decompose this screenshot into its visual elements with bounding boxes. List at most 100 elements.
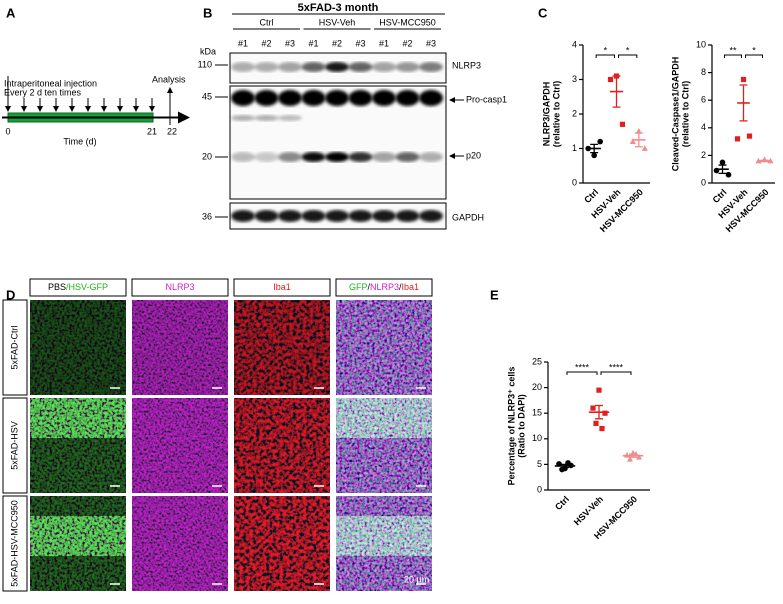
data-point bbox=[627, 456, 633, 462]
row-label: 5xFAD-HSV bbox=[9, 421, 19, 470]
blot-band bbox=[301, 210, 326, 222]
significance-bracket bbox=[618, 54, 638, 58]
analysis-label: Analysis bbox=[152, 74, 186, 84]
column-header-box bbox=[131, 278, 229, 297]
y-tick-label: 4 bbox=[572, 39, 577, 49]
data-point bbox=[734, 136, 741, 142]
y-tick-label: 25 bbox=[532, 356, 542, 366]
data-point bbox=[740, 76, 747, 83]
data-point bbox=[597, 138, 603, 145]
header-part: PBS bbox=[48, 282, 66, 292]
panel-label: C bbox=[538, 5, 548, 20]
lane-label: #2 bbox=[402, 38, 412, 48]
y-tick-label: 6 bbox=[701, 95, 706, 105]
panel-label: A bbox=[6, 5, 16, 20]
blot-band bbox=[372, 152, 396, 162]
blot-band bbox=[278, 90, 302, 106]
error-bar bbox=[612, 75, 621, 108]
blot-band bbox=[254, 210, 279, 222]
time-tick: 21 bbox=[147, 126, 157, 136]
row-label-box bbox=[2, 495, 28, 592]
data-point bbox=[591, 152, 597, 159]
data-point bbox=[641, 145, 648, 151]
marker-label: 110 bbox=[198, 59, 212, 69]
data-point bbox=[607, 76, 614, 83]
lane-label: #2 bbox=[332, 38, 342, 48]
y-tick-label: 10 bbox=[696, 39, 706, 49]
blot-band bbox=[372, 90, 396, 106]
lane-label: #3 bbox=[426, 38, 436, 48]
row-label-box bbox=[2, 299, 28, 396]
lane-label: #1 bbox=[379, 38, 389, 48]
significance-label: **** bbox=[575, 362, 590, 372]
significance-bracket bbox=[724, 54, 742, 58]
blot-band bbox=[325, 62, 349, 72]
error-bar bbox=[718, 164, 727, 174]
column-header: PBS/HSV-GFP bbox=[48, 282, 108, 292]
y-axis-label: NLRP3/GAPDH bbox=[541, 82, 551, 147]
data-point bbox=[590, 405, 596, 411]
data-point bbox=[596, 387, 602, 393]
data-point bbox=[719, 159, 726, 166]
header-part: / bbox=[367, 282, 370, 292]
error-bar bbox=[634, 132, 643, 148]
group-label: Ctrl bbox=[260, 17, 274, 27]
y-tick-label: 0 bbox=[572, 177, 577, 187]
y-tick-label: 10 bbox=[532, 433, 542, 443]
header-part: NLRP3 bbox=[370, 282, 399, 292]
data-point bbox=[619, 121, 626, 127]
blot-band bbox=[419, 152, 443, 162]
blot-band bbox=[395, 90, 420, 106]
header-part: Iba1 bbox=[402, 282, 420, 292]
data-point bbox=[635, 128, 642, 134]
y-tick-label: 15 bbox=[532, 408, 542, 418]
y-tick-label: 0 bbox=[701, 177, 706, 187]
injection-label: Intraperitoneal injection bbox=[4, 78, 97, 88]
blot-band bbox=[254, 62, 279, 72]
gfp-layer bbox=[30, 398, 126, 438]
blot-band bbox=[231, 152, 255, 162]
blot-band bbox=[231, 90, 255, 106]
y-tick-label: 3 bbox=[572, 74, 577, 84]
blot-band bbox=[395, 62, 420, 72]
band-label: NLRP3 bbox=[452, 60, 481, 70]
time-tick: 0 bbox=[5, 126, 10, 136]
micrograph-signal bbox=[132, 300, 228, 395]
significance-label: * bbox=[626, 45, 630, 55]
blot-band bbox=[395, 152, 420, 162]
kda-label: kDa bbox=[200, 46, 216, 56]
blot-title: 5xFAD-3 month bbox=[298, 2, 379, 14]
blot-band bbox=[301, 152, 326, 162]
data-point bbox=[636, 454, 642, 460]
blot-band bbox=[325, 210, 349, 222]
y-axis-label: (relative to Ctrl) bbox=[680, 81, 690, 148]
blot-band bbox=[278, 210, 302, 222]
blot-band bbox=[325, 152, 349, 162]
x-tick-label: Ctrl bbox=[553, 494, 571, 512]
group-label: HSV-MCC950 bbox=[379, 17, 436, 27]
data-point bbox=[725, 171, 732, 178]
lane-label: #1 bbox=[308, 38, 318, 48]
x-tick-label: HSV-Veh bbox=[572, 494, 605, 527]
injection-label: Every 2 d ten times bbox=[4, 87, 82, 97]
blot-band bbox=[348, 152, 373, 162]
gfp-layer bbox=[336, 516, 432, 556]
blot-band bbox=[254, 152, 279, 162]
micrograph-signal bbox=[30, 300, 126, 395]
micrograph-signal bbox=[234, 398, 330, 493]
band-label: GAPDH bbox=[452, 212, 484, 222]
y-tick-label: 1 bbox=[572, 143, 577, 153]
header-part: / bbox=[399, 282, 402, 292]
lane-label: #3 bbox=[285, 38, 295, 48]
blot-band bbox=[325, 90, 349, 106]
micrograph-signal bbox=[234, 300, 330, 395]
scale-label: 20 µm bbox=[404, 574, 429, 584]
blot-band bbox=[254, 115, 279, 121]
y-tick-label: 0 bbox=[537, 484, 542, 494]
significance-label: ** bbox=[729, 45, 737, 55]
blot-band bbox=[254, 90, 279, 106]
blot-band bbox=[278, 115, 302, 121]
header-part: /HSV-GFP bbox=[66, 282, 108, 292]
header-part: NLRP3 bbox=[165, 282, 194, 292]
blot-band bbox=[419, 62, 443, 72]
